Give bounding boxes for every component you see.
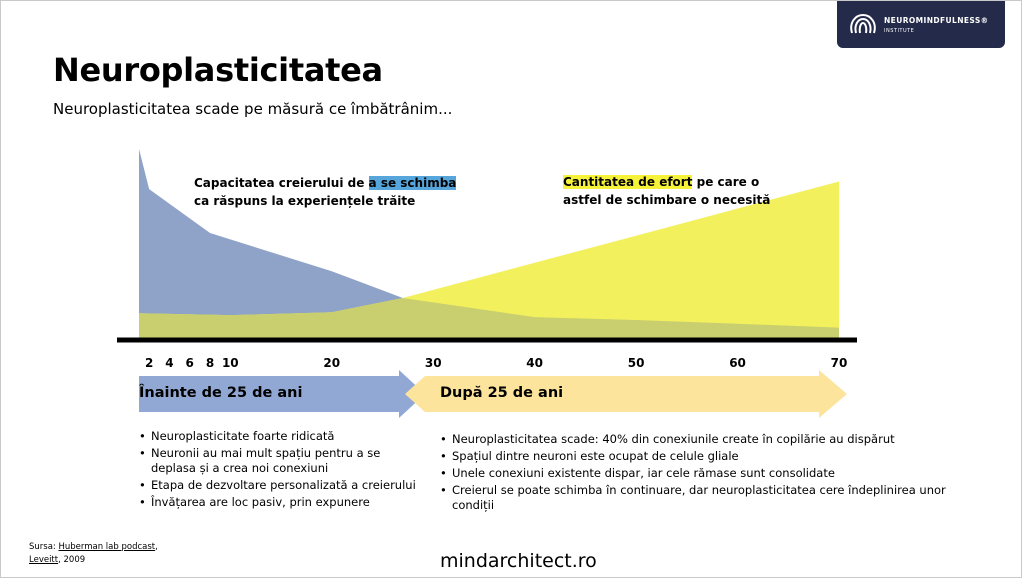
bullets-before-list: Neuroplasticitate foarte ridicată Neuron…: [139, 429, 421, 512]
page-subtitle: Neuroplasticitatea scade pe măsură ce îm…: [53, 100, 453, 118]
series-capacity-area: [139, 149, 839, 340]
series-capacity-label: Capacitatea creierului de a se schimba c…: [194, 174, 457, 210]
arrow-before-shape: [139, 370, 425, 418]
x-tick-label: 60: [729, 356, 746, 370]
footer-website[interactable]: mindarchitect.ro: [440, 550, 597, 572]
series-capacity-label-before: Capacitatea creierului de: [194, 176, 369, 190]
source-prefix: Sursa:: [29, 542, 59, 552]
brain-logo-icon: [850, 14, 876, 34]
series-capacity-label-line2: ca răspuns la experiențele trăite: [194, 194, 416, 208]
x-tick-label: 2: [145, 356, 153, 370]
bullets-after-list: Neuroplasticitatea scade: 40% din conexi…: [440, 432, 972, 515]
list-item: Neuroplasticitate foarte ridicată: [139, 429, 421, 444]
x-tick-label: 8: [206, 356, 214, 370]
page-title: Neuroplasticitatea: [53, 51, 383, 89]
list-item: Creierul se poate schimba în continuare,…: [440, 483, 972, 513]
x-tick-label: 30: [425, 356, 442, 370]
x-tick-label: 50: [628, 356, 645, 370]
plasticity-chart: 2 4 6 8 10 20 30 40 50 60 70: [117, 149, 857, 418]
arrow-before-label: Înainte de 25 de ani: [139, 385, 303, 401]
list-item: Unele conexiuni existente dispar, iar ce…: [440, 466, 972, 481]
series-effort-area: [139, 181, 839, 340]
source-author: Leveitt: [29, 555, 59, 565]
series-effort-label: Cantitatea de efort pe care o astfel de …: [563, 173, 770, 209]
list-item: Etapa de dezvoltare personalizată a crei…: [139, 478, 421, 493]
x-tick-label: 4: [165, 356, 173, 370]
list-item: Învățarea are loc pasiv, prin expunere: [139, 495, 421, 510]
x-tick-label: 70: [831, 356, 848, 370]
list-item: Neuronii au mai mult spațiu pentru a se …: [139, 446, 421, 476]
source-link[interactable]: Huberman lab podcast: [58, 542, 156, 552]
list-item: Spațiul dintre neuroni este ocupat de ce…: [440, 449, 972, 464]
series-effort-label-after: pe care o: [692, 175, 760, 189]
brand-name: NEUROMINDFULNESS®: [884, 16, 989, 25]
arrow-after-shape: [405, 370, 847, 418]
series-effort-label-highlight: Cantitatea de efort: [563, 175, 693, 189]
x-tick-label: 6: [186, 356, 194, 370]
x-tick-label: 20: [323, 356, 340, 370]
source-note: Sursa: Huberman lab podcast, Leveitt, 20…: [29, 542, 158, 565]
brand-logo-box: NEUROMINDFULNESS® INSTITUTE: [837, 1, 1005, 48]
series-capacity-label-highlight: a se schimba: [368, 176, 457, 190]
source-year: , 2009: [58, 555, 86, 565]
brand-subtitle: INSTITUTE: [884, 28, 915, 34]
x-tick-label: 10: [222, 356, 239, 370]
x-tick-label: 40: [526, 356, 543, 370]
series-effort-label-line2: astfel de schimbare o necesită: [563, 193, 771, 207]
list-item: Neuroplasticitatea scade: 40% din conexi…: [440, 432, 972, 447]
arrow-after-label: După 25 de ani: [440, 385, 564, 401]
